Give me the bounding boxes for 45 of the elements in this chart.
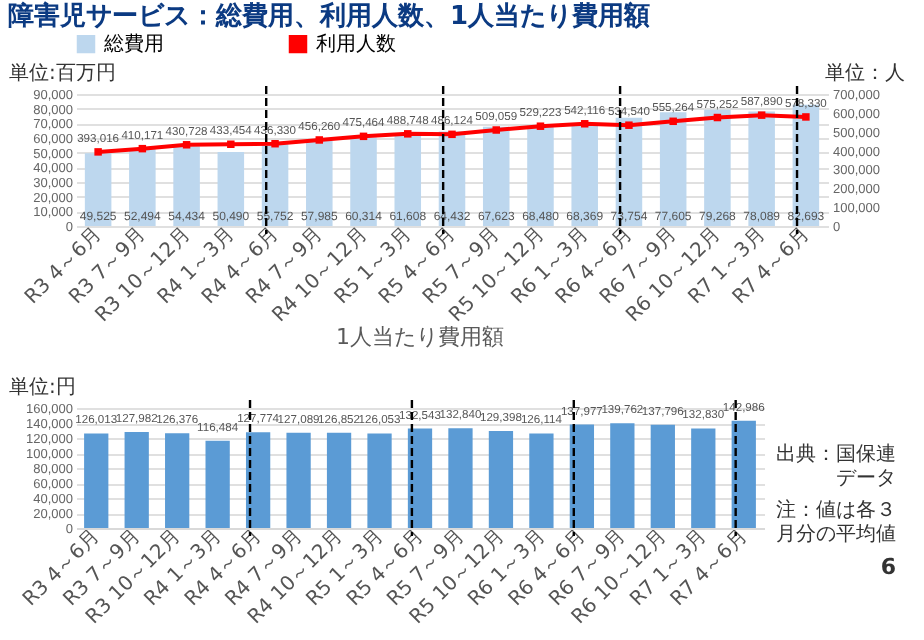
bar <box>205 440 230 528</box>
bar <box>659 112 687 226</box>
text: 6 <box>880 554 897 580</box>
point <box>492 126 500 134</box>
bar <box>569 424 595 528</box>
y-axis-title: 単位:円 <box>9 375 76 399</box>
text: 注：値は各３月分の平均値 <box>776 498 896 546</box>
bar <box>482 126 510 226</box>
point <box>182 141 191 149</box>
bar <box>326 432 352 528</box>
y2-axis-title: 単位：人 <box>825 61 905 85</box>
bar <box>124 432 149 528</box>
point <box>271 139 279 148</box>
bar <box>217 151 245 226</box>
bar <box>529 433 554 528</box>
point <box>315 136 324 144</box>
point <box>802 113 810 121</box>
point <box>227 140 235 148</box>
source-note: 出典：国保連データ <box>776 442 896 490</box>
point <box>404 130 412 138</box>
bar <box>245 432 271 528</box>
chart-title: 障害児サービス：総費用、利用人数、1人当たり費用額 <box>8 0 651 32</box>
point <box>625 121 633 129</box>
point <box>448 130 456 139</box>
chart-title: 1人当たり費用額 <box>336 324 504 350</box>
bar <box>488 430 514 528</box>
bar <box>84 153 112 226</box>
y-axis-title: 単位:百万円 <box>9 61 116 85</box>
point <box>580 120 589 128</box>
bar <box>448 428 473 528</box>
point <box>757 111 766 119</box>
point <box>94 148 102 156</box>
legend-label: 利用人数 <box>316 32 396 57</box>
point <box>536 122 545 130</box>
bar <box>407 428 433 528</box>
point <box>669 117 677 126</box>
bar <box>394 135 422 226</box>
bar <box>367 433 392 528</box>
legend-label: 総費用 <box>102 32 164 57</box>
bar <box>84 433 109 528</box>
bar <box>610 423 635 528</box>
bar <box>286 432 311 528</box>
bar <box>650 424 675 528</box>
bar <box>165 433 190 528</box>
bar <box>691 428 716 528</box>
